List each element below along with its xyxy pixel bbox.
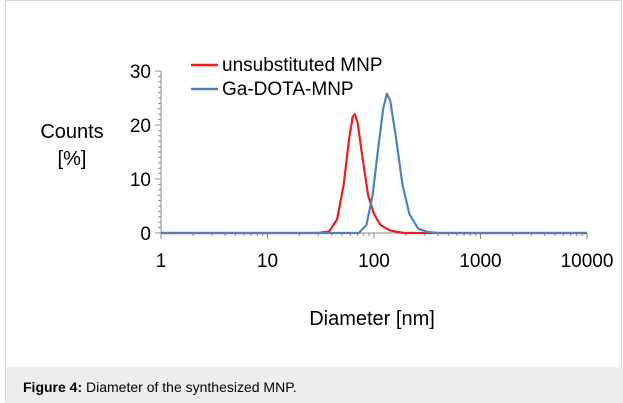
legend-label-1: unsubstituted MNP	[222, 55, 383, 76]
x-tick-label: 1000	[459, 251, 501, 272]
figure-frame: 0 10 20 30 1 10 100 1000 10000 unsubstituted MNP…	[5, 0, 623, 403]
y-tick-label: 20	[130, 116, 151, 137]
x-tick-label: 1	[156, 251, 167, 272]
x-axis-label: Diameter [nm]	[309, 308, 435, 330]
figure-caption: Figure 4: Diameter of the synthesized MN…	[6, 367, 623, 403]
caption-label: Figure 4:	[23, 379, 83, 395]
legend-label-2: Ga-DOTA-MNP	[222, 79, 354, 100]
x-tick-label: 100	[358, 251, 390, 272]
y-tick-label: 10	[130, 170, 151, 191]
x-tick-label: 10	[257, 251, 278, 272]
y-axis-label-line-2: [%]	[58, 148, 87, 170]
chart-area: 0 10 20 30 1 10 100 1000 10000 unsubstituted MNP…	[6, 1, 623, 367]
series-line-1	[161, 113, 587, 235]
y-tick-label: 0	[140, 224, 151, 245]
x-tick-label: 10000	[561, 251, 614, 272]
caption-text: Diameter of the synthesized MNP.	[82, 379, 297, 395]
line-chart: 0 10 20 30 1 10 100 1000 10000 unsubstituted MNP…	[40, 55, 614, 330]
y-tick-label: 30	[130, 62, 151, 83]
series-line-2	[161, 92, 587, 235]
y-axis-label-line-1: Counts	[40, 121, 103, 143]
